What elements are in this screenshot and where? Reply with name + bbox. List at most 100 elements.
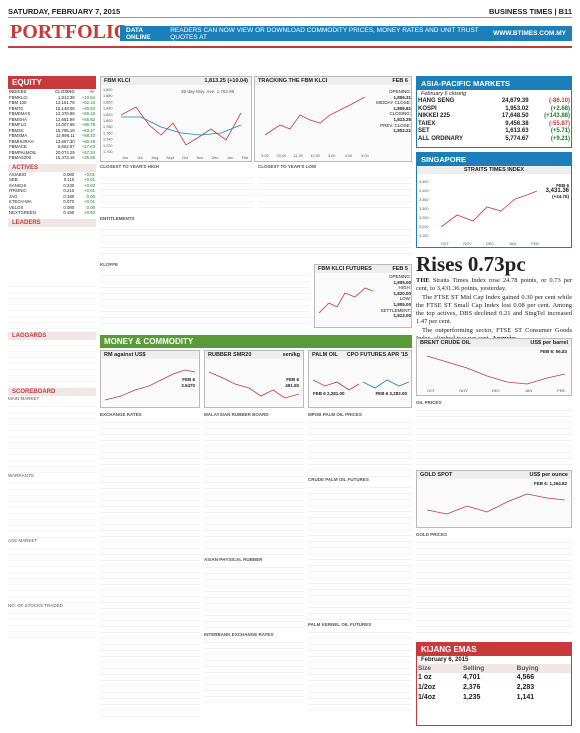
index-row: FBM 100 12,161.78 +62.13 [8,100,96,106]
ti-xticks-label: JAN [509,242,516,246]
kijang-row: 1/2oz 2,376 2,283 [417,683,571,693]
index-row-cell: 12,376.99 [55,111,75,116]
asia-market-cell: (-55.87) [548,120,570,127]
ti-xticks-label: FEB [531,242,539,246]
asia-pacific-table: HANG SENG 24,679.39 (-86.10) KOSPI 1,953.02 (… [417,98,571,143]
active-row-cell: 0.070 [63,199,75,204]
ti-yticks-label: 3,450 [419,180,429,184]
story-lead: THE [416,277,430,284]
futures-low: 1,805.00 [393,301,411,307]
futures-high: 1,820.00 [393,290,411,296]
brent-line [426,355,566,385]
index-row-cell: 12,161.78 [55,100,75,105]
klci-ytick-label: 1,900 [103,88,113,92]
index-row: FBMFLG 14,007.68 +86.78 [8,122,96,128]
ti-xticks-label: DEC [486,242,494,246]
mpob-label: MPOB PALM OIL PRICES [308,412,362,417]
kijang-row: 1 oz 4,701 4,566 [417,673,571,683]
warrants-label: WARRANTS [8,473,34,478]
midday-label: MIDDAY CLOSE: [376,100,411,106]
klci-ytick-label: 1,820 [103,113,113,117]
ti-yticks-label: 3,150 [419,234,429,238]
rubber-title: RUBBER SMR20 [208,352,252,358]
singapore-box: SINGAPORE STRAITS TIMES INDEX 3,450 3,400… [416,152,572,248]
kijang-header-cell: Buying [515,664,571,673]
sti-date: FEB 6 [556,183,569,188]
active-row-cell: 0.210 [63,188,75,193]
asia-market-cell: 1,953.02 [505,105,529,112]
closing-label: CLOSING [55,89,75,94]
sti-line [440,190,538,228]
singapore-story-p2: The FTSE ST Mid Cap Index gained 0.30 pe… [416,293,572,326]
rubber-chart: RUBBER SMR20 sen/kg FEB 6 491.50 [204,350,304,408]
asia-market-cell: TAIEX [418,120,436,127]
index-row-cell: 12,998.11 [55,133,75,138]
rubber-value: 491.50 [285,382,299,388]
rm-usd-line [104,369,196,401]
banner-url[interactable]: WWW.BTIMES.COM.MY [493,30,566,37]
laggards-label: LAGGARDS [8,332,96,340]
active-row-cell: 0.110 [63,177,75,182]
tracking-chart-title: TRACKING THE FBM KLCI [258,78,328,84]
track-xtick-label: 10.00 [277,154,287,158]
money-commodity-header: MONEY & COMMODITY [100,335,412,348]
palm-kernel-label: PALM KERNEL OIL FUTURES [308,622,372,627]
actives-table: ASIABIO 0.080 +0.01 SEB 0.110 +0.01 SANICHI 0.2… [8,172,96,216]
actives-label: ACTIVES [8,163,96,172]
opening-label: OPENING: [388,89,411,94]
tracking-line [264,96,366,136]
issue-date: SATURDAY, FEBRUARY 7, 2015 [8,7,121,16]
ti-yticks-label: 3,350 [419,198,429,202]
active-row-cell: ASIABIO [9,171,27,177]
asia-market-cell: ALL ORDINARY [418,135,463,142]
indices-table: INDICES CLOSING +/- FBMKLCI 1,813.38 +10.84 F… [8,89,96,161]
klci-xtick-label: Nov [197,156,204,160]
active-row-cell: +0.01 [84,188,95,193]
brent-xtick-label: NOV [459,389,468,393]
asia-market-cell: NIKKEI 225 [418,113,451,119]
futures-line [318,287,374,314]
klci-ytick-label: 1,780 [103,125,113,129]
singapore-headline: Rises 0.73pc [416,252,526,276]
kijang-cell: 4,566 [516,674,535,681]
klci-ytick-label: 1,720 [103,144,113,148]
palm-stat: FEB 6 2,281.00 [313,391,345,397]
index-row: FBMACE 6,662.97 +17.63 [8,144,96,150]
rubber-unit: sen/kg [282,352,300,358]
track-xtick-label: 4.00 [345,154,352,158]
cpo-date: FEB 6 [375,391,389,396]
index-row-cell: +86.78 [81,122,95,127]
kijang-cell: 1,141 [516,694,535,701]
kijang-cell: 4,701 [462,674,481,681]
kijang-cell: 2,376 [462,684,481,691]
midday-value: 1,809.81 [393,105,411,111]
asian-physical-table [204,562,304,632]
kijang-cell: 1 oz [418,674,432,681]
active-row: ITRONIC 0.210 +0.01 [8,188,96,194]
klci-ytick-label: 1,700 [103,150,113,154]
index-row-cell: +10.84 [81,94,95,100]
active-row-cell: 0.080 [63,171,75,177]
brent-date: FEB 6 [540,349,553,354]
main-market-filler [8,401,96,473]
active-row-cell: JAG [9,193,18,199]
interbank-label: INTERBANK EXCHANGE RATES [204,632,274,637]
klci-xtick-label: Dec [212,156,219,160]
futures-header: FBM KLCI FUTURES FEB 5 [315,265,411,273]
index-row-cell: 1,813.38 [57,94,75,100]
prev-close-label: PREV. CLOSE: [380,122,411,128]
asia-market-row: TAIEX 9,456.38 (-55.87) [417,121,571,129]
fbm-klci-legend: 35-day Mov. Ave. 1,762.99 [181,89,235,94]
asia-pacific-box: ASIA-PACIFIC MARKETS February 6 closing … [416,76,572,148]
main-market-label: MAIN MARKET [8,396,40,401]
brent-chart: BRENT CRUDE OIL US$ per barrel OCT NOV DEC… [416,338,572,396]
kijang-emas-box: KIJANG EMAS February 6, 2015 Size Selling… [416,642,572,726]
asia-pacific-date: February 6 closing [421,91,467,97]
sti-change: (+24.76) [552,194,569,200]
exchange-rates-table [100,417,200,717]
index-row: FBMSMA 12,998.11 +58.20 [8,133,96,139]
leaders-label: LEADERS [8,218,96,227]
sti-value: 3,431.36 [545,187,569,194]
entitlements-label: ENTITLEMENTS [100,216,135,221]
rm-usd-plot [104,369,196,401]
